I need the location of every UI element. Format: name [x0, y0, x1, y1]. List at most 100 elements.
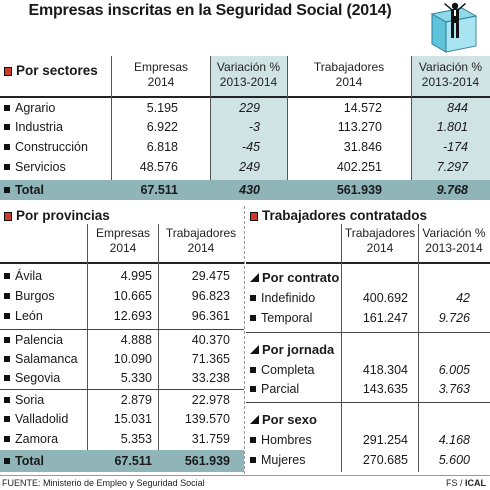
- sectores-header-var-trab: Variación % 2013-2014: [418, 60, 483, 89]
- contratados-trabajadores-value: 161.247: [362, 311, 408, 325]
- sectores-empresas-value: 6.818: [146, 140, 178, 154]
- contratados-trabajadores-value: 270.685: [362, 453, 408, 467]
- contratados-row-label: Temporal: [261, 311, 313, 325]
- contratados-row-label: Completa: [261, 363, 315, 377]
- sectores-var-trab-value: 844: [447, 101, 468, 115]
- divider: [246, 262, 490, 264]
- black-square-bullet-icon: [4, 124, 10, 130]
- provincias-trabajadores-value: 31.759: [191, 432, 230, 446]
- sectores-row-label: Servicios: [15, 160, 66, 174]
- contratados-row: Mujeres 270.685 5.600: [246, 452, 490, 470]
- credit-prefix: FS /: [445, 478, 465, 488]
- provincias-row: Palencia 4.888 40.370: [0, 332, 244, 350]
- black-square-bullet-icon: [250, 457, 256, 463]
- sectores-total-bar: [0, 180, 490, 200]
- contratados-group-title: Por sexo: [250, 412, 317, 428]
- divider: [411, 56, 412, 180]
- sectores-var-emp-value: -3: [248, 120, 260, 134]
- divider: [0, 329, 244, 330]
- black-square-bullet-icon: [4, 397, 10, 403]
- contratados-header-variacion: Variación % 2013-2014: [422, 226, 486, 255]
- sectores-trabajadores-value: 402.251: [336, 160, 382, 174]
- contratados-variacion-value: 6.005: [438, 363, 470, 377]
- sectores-row: Construcción 6.818 -45 31.846 -174: [0, 139, 490, 157]
- provincias-header-trabajadores: Trabajadores 2014: [165, 226, 237, 255]
- sectores-var-emp-value: 249: [239, 160, 260, 174]
- provincias-row-label: Segovia: [15, 371, 61, 385]
- provincias-empresas-value: 5.353: [120, 432, 152, 446]
- provincias-row-label: Zamora: [15, 432, 59, 446]
- black-square-bullet-icon: [250, 386, 256, 392]
- provincias-total-trabajadores: 561.939: [184, 454, 230, 468]
- contratados-row: Completa 418.304 6.005: [246, 362, 490, 380]
- provincias-empresas-value: 5.330: [120, 371, 152, 385]
- provincias-empresas-value: 12.693: [113, 309, 152, 323]
- black-square-bullet-icon: [4, 337, 10, 343]
- provincias-trabajadores-value: 96.823: [191, 289, 230, 303]
- contratados-group-title: Por contrato: [250, 270, 339, 286]
- provincias-trabajadores-value: 40.370: [191, 333, 230, 347]
- black-square-bullet-icon: [4, 416, 10, 422]
- divider: [287, 56, 288, 180]
- provincias-empresas-value: 4.888: [120, 333, 152, 347]
- provincias-row-label: Soria: [15, 393, 45, 407]
- contratados-table: Trabajadores contratados Trabajadores 201…: [246, 206, 490, 474]
- provincias-row: Burgos 10.665 96.823: [0, 288, 244, 306]
- provincias-header-empresas: Empresas 2014: [95, 226, 151, 255]
- provincias-total-label: Total: [15, 454, 44, 468]
- sectores-var-emp-column: [210, 56, 287, 187]
- black-square-bullet-icon: [4, 375, 10, 381]
- provincias-row: León 12.693 96.361: [0, 308, 244, 326]
- divider: [0, 96, 490, 98]
- black-square-bullet-icon: [250, 437, 256, 443]
- provincias-row-label: Burgos: [15, 289, 55, 303]
- black-square-bullet-icon: [4, 436, 10, 442]
- sectores-var-trab-value: 7.297: [436, 160, 468, 174]
- sectores-total-empresas: 67.511: [140, 183, 178, 197]
- black-square-bullet-icon: [4, 187, 10, 193]
- sectores-empresas-value: 6.922: [146, 120, 178, 134]
- sectores-trabajadores-value: 14.572: [343, 101, 382, 115]
- contratados-title: Trabajadores contratados: [250, 208, 427, 223]
- provincias-empresas-value: 10.665: [113, 289, 152, 303]
- provincias-row-label: León: [15, 309, 43, 323]
- provincias-table: Por provincias Empresas 2014 Trabajadores…: [0, 206, 244, 474]
- red-square-icon: [4, 212, 12, 221]
- provincias-row: Valladolid 15.031 139.570: [0, 411, 244, 429]
- provincias-empresas-value: 2.879: [120, 393, 152, 407]
- provincias-total-empresas: 67.511: [114, 454, 152, 468]
- provincias-row: Soria 2.879 22.978: [0, 392, 244, 410]
- contratados-trabajadores-value: 143.635: [362, 382, 408, 396]
- sectores-row: Agrario 5.195 229 14.572 844: [0, 100, 490, 118]
- black-square-bullet-icon: [4, 313, 10, 319]
- provincias-row-label: Salamanca: [15, 352, 78, 366]
- contratados-trabajadores-value: 400.692: [362, 291, 408, 305]
- sectores-row-label: Industria: [15, 120, 63, 134]
- sectores-empresas-value: 48.576: [139, 160, 178, 174]
- provincias-trabajadores-value: 96.361: [191, 309, 230, 323]
- provincias-trabajadores-value: 71.365: [191, 352, 230, 366]
- sectores-row: Industria 6.922 -3 113.270 1.801: [0, 119, 490, 137]
- divider: [246, 402, 490, 403]
- red-square-icon: [4, 67, 12, 76]
- divider: [246, 332, 490, 333]
- sectores-table: Por sectores Empresas 2014 Variación % 201…: [0, 56, 490, 206]
- sectores-var-trab-column: [411, 56, 490, 187]
- provincias-total-bar: [0, 450, 244, 472]
- credit: FS / ICAL: [446, 478, 486, 488]
- black-square-bullet-icon: [4, 356, 10, 362]
- provincias-trabajadores-value: 139.570: [184, 412, 230, 426]
- black-square-bullet-icon: [4, 293, 10, 299]
- provincias-trabajadores-value: 29.475: [191, 269, 230, 283]
- black-square-bullet-icon: [250, 315, 256, 321]
- page-title: Empresas inscritas en la Seguridad Socia…: [28, 2, 392, 19]
- contratados-row-label: Hombres: [261, 433, 312, 447]
- divider: [0, 389, 244, 390]
- contratados-row-label: Parcial: [261, 382, 300, 396]
- divider: [0, 475, 490, 476]
- sectores-var-trab-value: 1.801: [436, 120, 468, 134]
- contratados-group-title: Por jornada: [250, 342, 334, 358]
- contratados-row: Hombres 291.254 4.168: [246, 432, 490, 450]
- sectores-total-row: Total 67.511 430 561.939 9.768: [0, 182, 490, 200]
- contratados-variacion-value: 5.600: [438, 453, 470, 467]
